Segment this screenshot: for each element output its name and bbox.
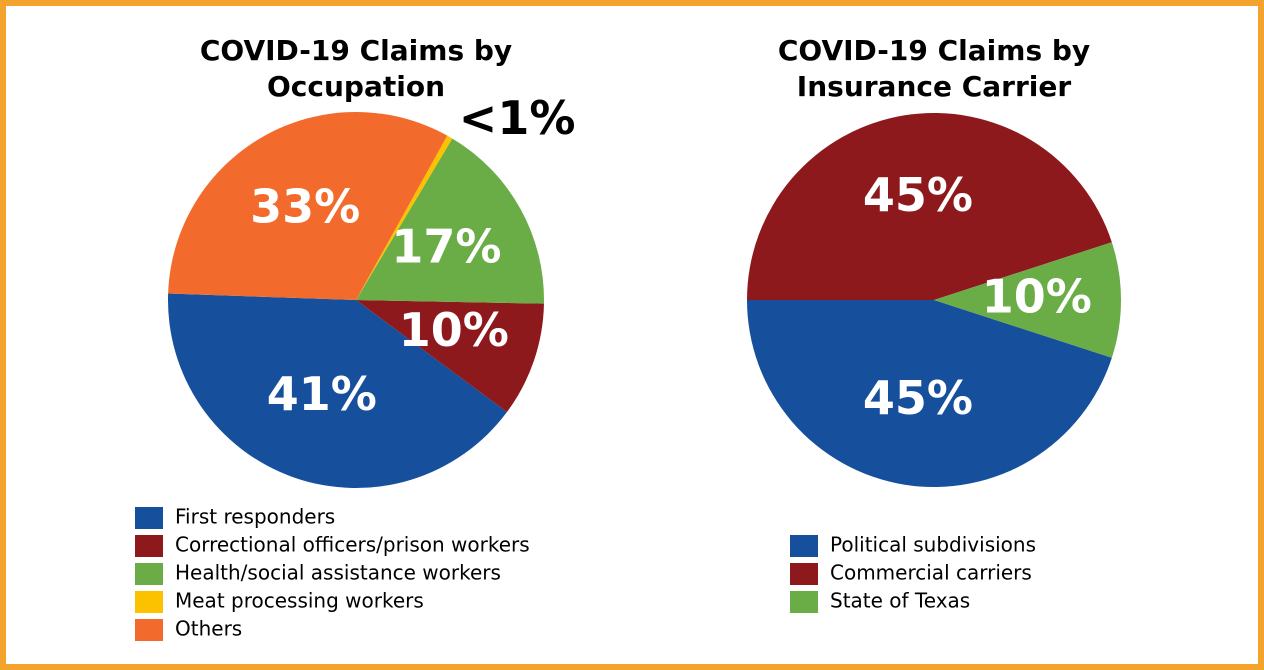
legend-swatch: [135, 507, 163, 529]
legend-label: Correctional officers/prison workers: [175, 533, 530, 557]
legend-swatch: [790, 535, 818, 557]
pie-slice: [168, 112, 448, 300]
data-label: 10%: [399, 303, 509, 357]
legend-label: First responders: [175, 505, 335, 529]
pie-slice: [356, 135, 453, 300]
pie-slice: [356, 138, 544, 304]
data-label: 41%: [267, 367, 377, 421]
legend-label: Political subdivisions: [830, 533, 1036, 557]
pie-slice: [167, 293, 507, 488]
legend-swatch: [135, 535, 163, 557]
pie-slice: [356, 300, 544, 413]
legend-label: Commercial carriers: [830, 561, 1032, 585]
legend-swatch: [135, 619, 163, 641]
legend-swatch: [790, 591, 818, 613]
data-label: 17%: [391, 219, 501, 273]
chart-title: COVID-19 Claims by Insurance Carrier: [778, 34, 1090, 103]
data-label: 33%: [250, 179, 360, 233]
legend-label: Health/social assistance workers: [175, 561, 501, 585]
legend-label: Others: [175, 617, 242, 641]
pie-slice: [747, 113, 1112, 300]
legend-swatch: [135, 591, 163, 613]
pie-slice: [747, 300, 1112, 487]
legend-label: State of Texas: [830, 589, 970, 613]
legend-label: Meat processing workers: [175, 589, 424, 613]
chart-title: COVID-19 Claims by Occupation: [200, 34, 512, 103]
legend-swatch: [790, 563, 818, 585]
data-label: 45%: [863, 168, 973, 222]
pie-slice: [934, 242, 1121, 358]
data-label: <1%: [459, 91, 576, 145]
data-label: 45%: [863, 371, 973, 425]
data-label: 10%: [982, 270, 1092, 324]
legend-swatch: [135, 563, 163, 585]
